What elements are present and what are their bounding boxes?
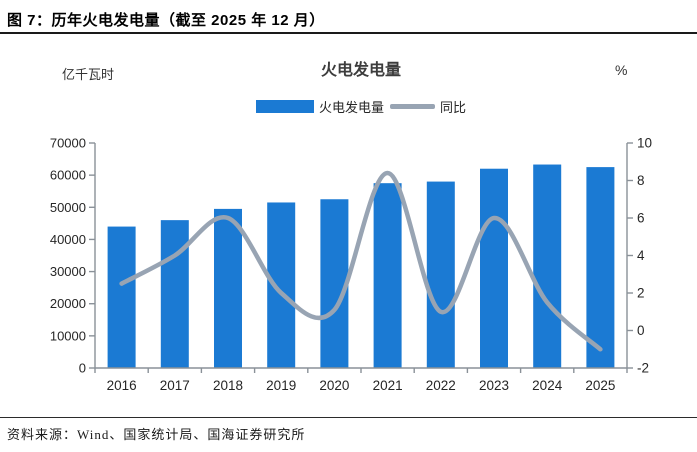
bar-2016: [107, 226, 136, 368]
x-axis-label: 2017: [160, 378, 190, 393]
left-axis-unit-label: 亿千瓦时: [62, 67, 115, 82]
right-axis-tick-label: 6: [637, 211, 645, 226]
right-axis-unit-label: %: [615, 62, 628, 78]
bar-2019: [267, 202, 296, 368]
bar-2024: [533, 164, 562, 368]
right-axis-tick-label: 2: [637, 286, 645, 301]
left-axis-tick-label: 10000: [50, 328, 86, 343]
legend-item-line: 同比: [390, 97, 466, 116]
right-axis-tick-label: 0: [637, 323, 645, 338]
x-axis-label: 2022: [426, 378, 456, 393]
source-text: 资料来源：Wind、国家统计局、国海证券研究所: [7, 427, 306, 442]
right-axis-tick-label: -2: [637, 361, 649, 376]
chart-legend: 火电发电量 同比: [95, 97, 627, 116]
left-axis-tick-label: 20000: [50, 296, 86, 311]
x-axis-label: 2024: [532, 378, 563, 393]
source-divider: [0, 417, 697, 418]
right-axis-tick-label: 4: [637, 248, 645, 263]
legend-bar-swatch-icon: [255, 100, 314, 113]
left-axis-tick-label: 40000: [50, 232, 86, 247]
chart-title: 火电发电量: [320, 62, 401, 79]
legend-line-label: 同比: [440, 100, 467, 115]
x-axis-label: 2018: [213, 378, 243, 393]
left-axis-tick-label: 70000: [50, 136, 86, 151]
left-axis-tick-label: 50000: [50, 200, 86, 215]
bar-2020: [320, 199, 349, 368]
right-axis-tick-label: 8: [637, 173, 645, 188]
x-axis-label: 2021: [373, 378, 403, 393]
bar-2023: [480, 168, 508, 368]
bar-2018: [214, 208, 242, 368]
title-underline: [0, 32, 697, 34]
legend-bar-label: 火电发电量: [318, 100, 384, 115]
legend-line-swatch-icon: [390, 104, 435, 109]
right-axis-tick-label: 10: [637, 136, 652, 151]
x-axis-label: 2019: [266, 378, 296, 393]
figure-title: 图 7：历年火电发电量（截至 2025 年 12 月）: [7, 12, 325, 29]
bar-2025: [586, 167, 615, 368]
left-axis-tick-label: 30000: [50, 264, 86, 279]
x-axis-label: 2016: [107, 378, 137, 393]
x-axis-label: 2025: [585, 378, 615, 393]
left-axis-tick-label: 0: [79, 361, 86, 376]
x-axis-label: 2020: [319, 378, 349, 393]
bar-2021: [373, 183, 402, 368]
yoy-line: [119, 170, 603, 352]
x-axis-label: 2023: [479, 378, 509, 393]
left-axis-tick-label: 60000: [50, 168, 86, 183]
bar-2017: [160, 220, 189, 368]
bar-2022: [426, 181, 455, 368]
legend-item-bar: 火电发电量: [255, 97, 384, 116]
